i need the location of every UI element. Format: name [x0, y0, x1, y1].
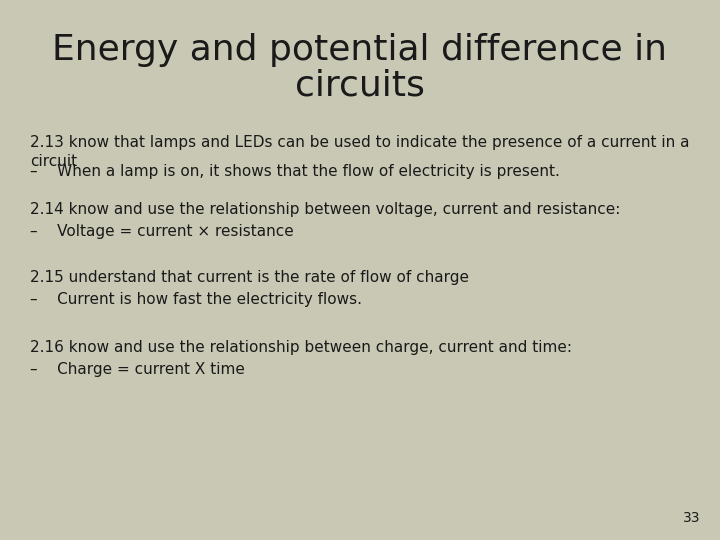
- Text: 2.16 know and use the relationship between charge, current and time:: 2.16 know and use the relationship betwe…: [30, 340, 572, 355]
- Text: –    Charge = current X time: – Charge = current X time: [30, 362, 245, 377]
- Text: 2.14 know and use the relationship between voltage, current and resistance:: 2.14 know and use the relationship betwe…: [30, 202, 621, 217]
- Text: –    Voltage = current × resistance: – Voltage = current × resistance: [30, 224, 294, 239]
- Text: Energy and potential difference in: Energy and potential difference in: [53, 33, 667, 67]
- Text: 2.13 know that lamps and LEDs can be used to indicate the presence of a current : 2.13 know that lamps and LEDs can be use…: [30, 135, 690, 168]
- Text: 2.15 understand that current is the rate of flow of charge: 2.15 understand that current is the rate…: [30, 270, 469, 285]
- Text: circuits: circuits: [295, 68, 425, 102]
- Text: 33: 33: [683, 511, 700, 525]
- Text: –    Current is how fast the electricity flows.: – Current is how fast the electricity fl…: [30, 292, 362, 307]
- Text: –    When a lamp is on, it shows that the flow of electricity is present.: – When a lamp is on, it shows that the f…: [30, 164, 560, 179]
